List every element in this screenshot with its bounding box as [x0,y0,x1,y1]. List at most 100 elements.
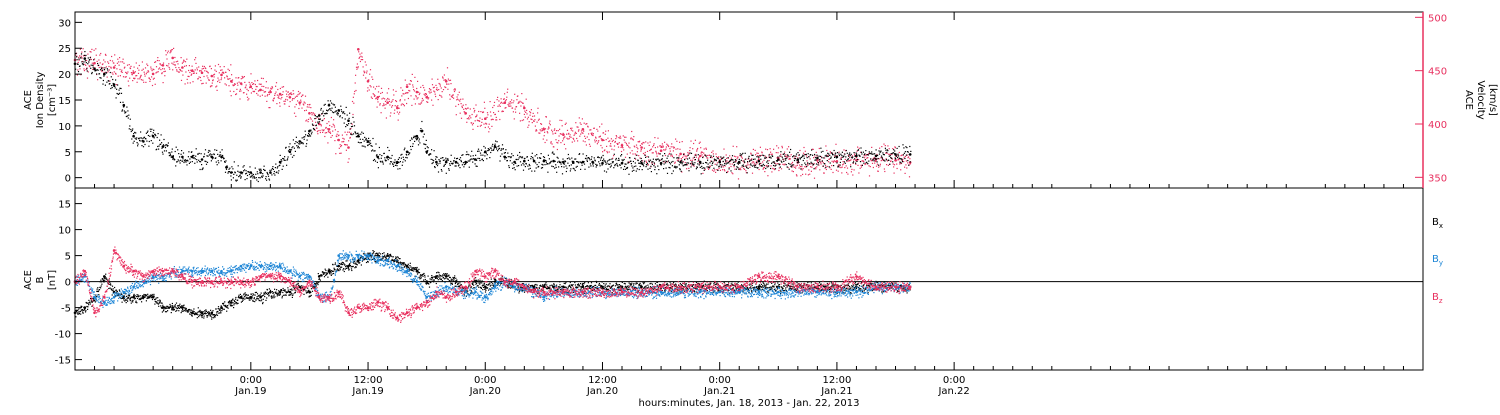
velocity-dot [137,78,138,79]
velocity-dot [790,158,791,159]
velocity-dot [316,128,317,129]
velocity-point [425,96,428,99]
velocity-dot [733,146,734,147]
velocity-dot [832,172,833,173]
velocity-dot [587,136,588,137]
ion-density-dot [352,117,353,118]
velocity-dot [865,155,866,156]
ion-density-dot [755,165,756,166]
velocity-dot [268,87,269,88]
velocity-dot [386,117,387,118]
velocity-dot [272,86,273,87]
ion-density-dot [352,126,353,127]
ion-density-dot [536,154,537,155]
velocity-dot [796,174,797,175]
ion-density-dot [889,164,890,165]
velocity-dot [89,66,90,67]
ion-density-dot [355,132,356,133]
velocity-dot [261,86,262,87]
ion-density-point [162,145,165,148]
velocity-dot [732,164,733,165]
ion-density-dot [165,147,166,148]
ion-density-point [572,161,575,164]
ion-density-dot [518,165,519,166]
b-bx-dot [108,288,109,289]
velocity-dot [574,135,575,136]
ion-density-dot [314,118,315,119]
velocity-dot [556,130,557,131]
velocity-dot [537,112,538,113]
velocity-dot [626,143,627,144]
velocity-dot [363,66,364,67]
velocity-dot [136,62,137,63]
ion-density-dot [561,164,562,165]
b-bx-dot [162,311,163,312]
velocity-dot [537,122,538,123]
ion-density-dot [600,165,601,166]
ion-density-dot [691,153,692,154]
ion-density-dot [529,165,530,166]
ion-density-point [230,171,233,174]
velocity-dot [432,79,433,80]
velocity-dot [359,57,360,58]
ion-density-dot [555,164,556,165]
b-bx-dot [220,309,221,310]
velocity-dot [675,162,676,163]
b-bx-dot [232,305,233,306]
velocity-dot [356,67,357,68]
velocity-dot [189,72,190,73]
velocity-dot [714,169,715,170]
ion-density-dot [814,168,815,169]
velocity-dot [880,157,881,158]
velocity-dot [570,128,571,129]
velocity-dot [767,175,768,176]
ion-density-dot [414,141,415,142]
ion-density-dot [886,152,887,153]
ion-density-dot [462,164,463,165]
ion-density-dot [252,177,253,178]
b-bx-dot [200,314,201,315]
ion-density-dot [469,167,470,168]
ion-density-dot [511,156,512,157]
ion-density-dot [305,131,306,132]
velocity-dot [212,83,213,84]
velocity-dot [803,168,804,169]
ion-density-dot [824,163,825,164]
ion-density-dot [525,166,526,167]
b-bx-dot [298,283,299,284]
ion-density-point [738,161,741,164]
velocity-dot [773,168,774,169]
velocity-dot [362,59,363,60]
velocity-dot [747,162,748,163]
velocity-dot [240,89,241,90]
velocity-dot [235,77,236,78]
b-bx-dot [260,294,261,295]
velocity-dot [475,104,476,105]
velocity-dot [416,96,417,97]
ion-density-dot [420,128,421,129]
velocity-dot [416,88,417,89]
velocity-dot [735,156,736,157]
velocity-dot [825,145,826,146]
velocity-dot [703,153,704,154]
b-bx-dot [228,308,229,309]
velocity-dot [672,156,673,157]
velocity-dot [173,64,174,65]
ion-density-dot [642,169,643,170]
velocity-dot [840,167,841,168]
velocity-dot [843,161,844,162]
b-bx-dot [215,315,216,316]
ion-density-dot [811,149,812,150]
ion-density-dot [688,155,689,156]
b-bx-dot [264,293,265,294]
velocity-dot [127,71,128,72]
b-bx-dot [190,314,191,315]
ion-density-dot [730,170,731,171]
velocity-dot [811,171,812,172]
b-bx-dot [489,282,490,283]
b-bx-dot [193,308,194,309]
ion-density-dot [736,169,737,170]
ion-density-dot [649,161,650,162]
velocity-dot [566,134,567,135]
b-bx-dot [479,284,480,285]
